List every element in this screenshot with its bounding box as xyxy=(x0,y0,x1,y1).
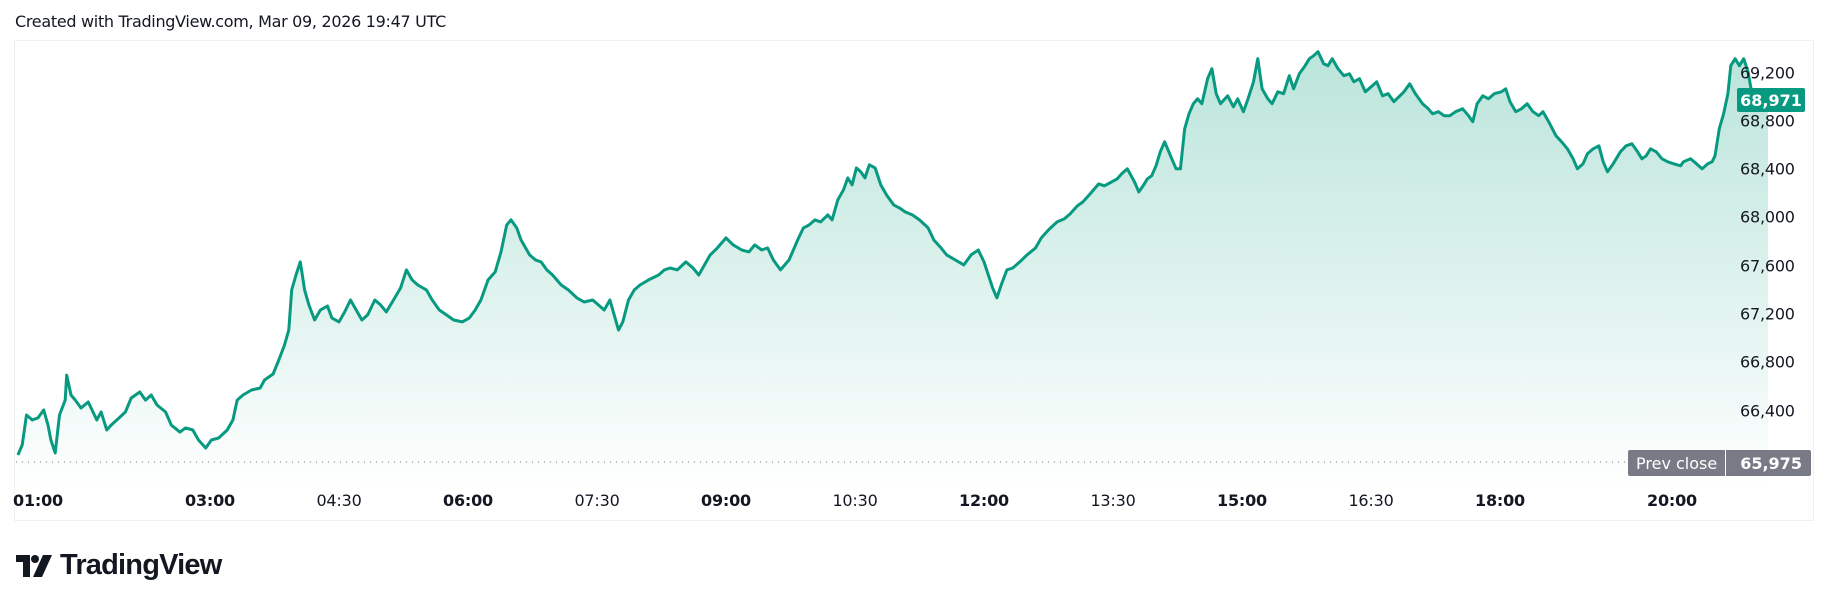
price-axis-label: 68,400 xyxy=(1740,159,1795,179)
time-axis-label: 12:00 xyxy=(959,491,1009,510)
last-price-value: 68,971 xyxy=(1740,90,1802,110)
price-axis-label: 66,800 xyxy=(1740,352,1795,372)
price-axis-label: 69,200 xyxy=(1740,63,1795,83)
time-axis-label: 07:30 xyxy=(574,491,620,510)
price-area-fill xyxy=(17,51,1768,490)
tradingview-logo[interactable]: TradingView xyxy=(16,549,222,582)
time-axis-label: 13:30 xyxy=(1090,491,1136,510)
time-axis-label: 20:00 xyxy=(1647,491,1697,510)
time-axis-label: 10:30 xyxy=(832,491,878,510)
price-axis-label: 68,000 xyxy=(1740,207,1795,227)
time-axis-label: 15:00 xyxy=(1217,491,1267,510)
price-line xyxy=(16,50,1770,456)
tradingview-logo-text: TradingView xyxy=(60,549,222,581)
chart-frame xyxy=(14,40,1814,521)
prev-close-tag: Prev close 65,975 xyxy=(1628,450,1811,476)
tradingview-logo-icon xyxy=(16,554,52,577)
last-price-tag: 68,971 xyxy=(1737,88,1805,113)
time-axis-label: 01:00 xyxy=(13,491,63,510)
price-axis-label: 66,400 xyxy=(1740,401,1795,421)
time-axis-label: 16:30 xyxy=(1348,491,1394,510)
time-axis-label: 06:00 xyxy=(443,491,493,510)
price-axis-label: 67,200 xyxy=(1740,304,1795,324)
time-axis-label: 04:30 xyxy=(316,491,362,510)
time-axis-label: 03:00 xyxy=(185,491,235,510)
price-axis-label: 67,600 xyxy=(1740,256,1795,276)
time-axis-label: 09:00 xyxy=(701,491,751,510)
time-axis-label: 18:00 xyxy=(1475,491,1525,510)
prev-close-value: 65,975 xyxy=(1725,450,1811,476)
chart-caption: Created with TradingView.com, Mar 09, 20… xyxy=(15,12,446,31)
price-axis-label: 68,800 xyxy=(1740,111,1795,131)
prev-close-label: Prev close xyxy=(1628,450,1726,476)
